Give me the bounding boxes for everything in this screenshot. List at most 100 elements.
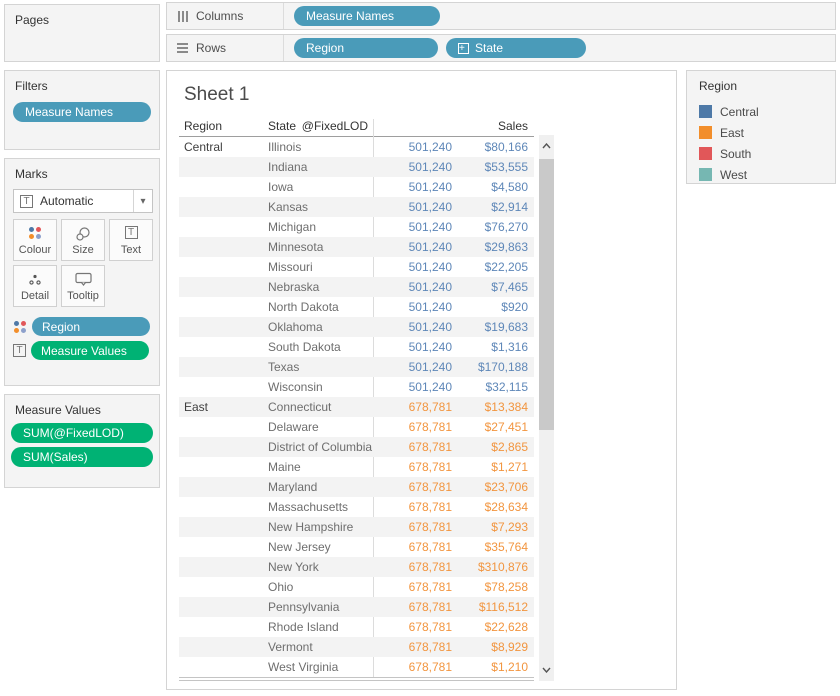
cell-fixedlod-value[interactable]: 501,240	[408, 180, 452, 194]
table-row-west-virginia[interactable]: West Virginia 678,781 $1,210	[179, 657, 534, 677]
table-row-michigan[interactable]: Michigan 501,240 $76,270	[179, 217, 534, 237]
cell-sales-value[interactable]: $22,628	[484, 620, 528, 634]
cell-sales-value[interactable]: $7,465	[491, 280, 528, 294]
table-row-kansas[interactable]: Kansas 501,240 $2,914	[179, 197, 534, 217]
marks-button-detail[interactable]: Detail	[13, 265, 57, 307]
rows-shelf[interactable]: Rows Region + State	[166, 34, 836, 62]
table-row-connecticut[interactable]: East Connecticut 678,781 $13,384	[179, 397, 534, 417]
cell-sales-value[interactable]: $920	[501, 300, 528, 314]
legend-item-east[interactable]: East	[699, 122, 759, 143]
column-header-region[interactable]: Region	[184, 119, 223, 133]
cell-sales-value[interactable]: $170,188	[477, 360, 528, 374]
cell-fixedlod-value[interactable]: 678,781	[408, 640, 452, 654]
cell-sales-value[interactable]: $28,634	[484, 500, 528, 514]
cell-fixedlod-value[interactable]: 678,781	[408, 500, 452, 514]
chevron-down-icon[interactable]	[539, 661, 554, 679]
pill-measure-names[interactable]: Measure Names	[294, 6, 440, 26]
pill-state[interactable]: + State	[446, 38, 586, 58]
cell-fixedlod-value[interactable]: 678,781	[408, 460, 452, 474]
table-row-ohio[interactable]: Ohio 678,781 $78,258	[179, 577, 534, 597]
cell-fixedlod-value[interactable]: 678,781	[408, 540, 452, 554]
table-row-new-hampshire[interactable]: New Hampshire 678,781 $7,293	[179, 517, 534, 537]
cell-sales-value[interactable]: $35,764	[484, 540, 528, 554]
cell-sales-value[interactable]: $2,914	[491, 200, 528, 214]
cell-sales-value[interactable]: $19,683	[484, 320, 528, 334]
cell-fixedlod-value[interactable]: 678,781	[408, 600, 452, 614]
cell-fixedlod-value[interactable]: 678,781	[408, 580, 452, 594]
table-row-iowa[interactable]: Iowa 501,240 $4,580	[179, 177, 534, 197]
table-row-indiana[interactable]: Indiana 501,240 $53,555	[179, 157, 534, 177]
table-row-maine[interactable]: Maine 678,781 $1,271	[179, 457, 534, 477]
vertical-scrollbar[interactable]	[539, 135, 554, 681]
table-row-vermont[interactable]: Vermont 678,781 $8,929	[179, 637, 534, 657]
cell-sales-value[interactable]: $80,166	[484, 140, 528, 154]
cell-fixedlod-value[interactable]: 501,240	[408, 260, 452, 274]
chevron-up-icon[interactable]	[539, 137, 554, 155]
cell-fixedlod-value[interactable]: 678,781	[408, 480, 452, 494]
cell-fixedlod-value[interactable]: 501,240	[408, 320, 452, 334]
cell-fixedlod-value[interactable]: 501,240	[408, 140, 452, 154]
cell-fixedlod-value[interactable]: 678,781	[408, 420, 452, 434]
table-row-new-york[interactable]: New York 678,781 $310,876	[179, 557, 534, 577]
scrollbar-thumb[interactable]	[539, 159, 554, 430]
column-header-state[interactable]: State	[268, 119, 297, 133]
cell-sales-value[interactable]: $8,929	[491, 640, 528, 654]
cell-sales-value[interactable]: $7,293	[491, 520, 528, 534]
cell-sales-value[interactable]: $53,555	[484, 160, 528, 174]
cell-fixedlod-value[interactable]: 501,240	[408, 360, 452, 374]
column-header-fixedlod[interactable]: @FixedLOD	[301, 119, 368, 133]
cell-sales-value[interactable]: $23,706	[484, 480, 528, 494]
marks-button-size[interactable]: Size	[61, 219, 105, 261]
pill-region[interactable]: Region	[32, 317, 150, 336]
marks-button-text[interactable]: T Text	[109, 219, 153, 261]
table-row-pennsylvania[interactable]: Pennsylvania 678,781 $116,512	[179, 597, 534, 617]
cell-sales-value[interactable]: $32,115	[485, 380, 529, 394]
cell-sales-value[interactable]: $22,205	[484, 260, 528, 274]
cell-fixedlod-value[interactable]: 501,240	[408, 380, 452, 394]
cell-sales-value[interactable]: $4,580	[491, 180, 528, 194]
table-row-maryland[interactable]: Maryland 678,781 $23,706	[179, 477, 534, 497]
cell-sales-value[interactable]: $76,270	[484, 220, 528, 234]
table-row-rhode-island[interactable]: Rhode Island 678,781 $22,628	[179, 617, 534, 637]
marks-button-colour[interactable]: Colour	[13, 219, 57, 261]
cell-fixedlod-value[interactable]: 678,781	[408, 560, 452, 574]
legend-item-central[interactable]: Central	[699, 101, 759, 122]
pill-measure-values[interactable]: Measure Values	[31, 341, 149, 360]
cell-sales-value[interactable]: $1,210	[491, 660, 528, 674]
cell-fixedlod-value[interactable]: 501,240	[408, 220, 452, 234]
cell-fixedlod-value[interactable]: 501,240	[408, 300, 452, 314]
table-row-oklahoma[interactable]: Oklahoma 501,240 $19,683	[179, 317, 534, 337]
cell-sales-value[interactable]: $78,258	[484, 580, 528, 594]
cell-sales-value[interactable]: $1,316	[491, 340, 528, 354]
table-row-texas[interactable]: Texas 501,240 $170,188	[179, 357, 534, 377]
cell-fixedlod-value[interactable]: 501,240	[408, 240, 452, 254]
table-row-district-of-columbia[interactable]: District of Columbia 678,781 $2,865	[179, 437, 534, 457]
table-row-nebraska[interactable]: Nebraska 501,240 $7,465	[179, 277, 534, 297]
marks-button-tooltip[interactable]: Tooltip	[61, 265, 105, 307]
table-row-delaware[interactable]: Delaware 678,781 $27,451	[179, 417, 534, 437]
cell-fixedlod-value[interactable]: 678,781	[408, 400, 452, 414]
table-row-missouri[interactable]: Missouri 501,240 $22,205	[179, 257, 534, 277]
table-row-wisconsin[interactable]: Wisconsin 501,240 $32,115	[179, 377, 534, 397]
legend-item-south[interactable]: South	[699, 143, 759, 164]
column-header-sales[interactable]: Sales	[497, 119, 528, 133]
pill-region[interactable]: Region	[294, 38, 438, 58]
table-row-minnesota[interactable]: Minnesota 501,240 $29,863	[179, 237, 534, 257]
cell-fixedlod-value[interactable]: 501,240	[408, 280, 452, 294]
cell-fixedlod-value[interactable]: 501,240	[408, 160, 452, 174]
cell-sales-value[interactable]: $2,865	[491, 440, 528, 454]
legend-item-west[interactable]: West	[699, 164, 759, 185]
table-row-new-jersey[interactable]: New Jersey 678,781 $35,764	[179, 537, 534, 557]
cell-fixedlod-value[interactable]: 678,781	[408, 520, 452, 534]
columns-shelf[interactable]: Columns Measure Names	[166, 2, 836, 30]
cell-fixedlod-value[interactable]: 501,240	[408, 200, 452, 214]
cell-sales-value[interactable]: $1,271	[491, 460, 528, 474]
table-row-north-dakota[interactable]: North Dakota 501,240 $920	[179, 297, 534, 317]
cell-sales-value[interactable]: $29,863	[484, 240, 528, 254]
cell-sales-value[interactable]: $27,451	[484, 420, 528, 434]
table-row-illinois[interactable]: Central Illinois 501,240 $80,166	[179, 137, 534, 157]
cell-sales-value[interactable]: $310,876	[477, 560, 528, 574]
cell-fixedlod-value[interactable]: 678,781	[408, 660, 452, 674]
cell-sales-value[interactable]: $116,512	[478, 600, 528, 614]
cell-fixedlod-value[interactable]: 678,781	[408, 620, 452, 634]
